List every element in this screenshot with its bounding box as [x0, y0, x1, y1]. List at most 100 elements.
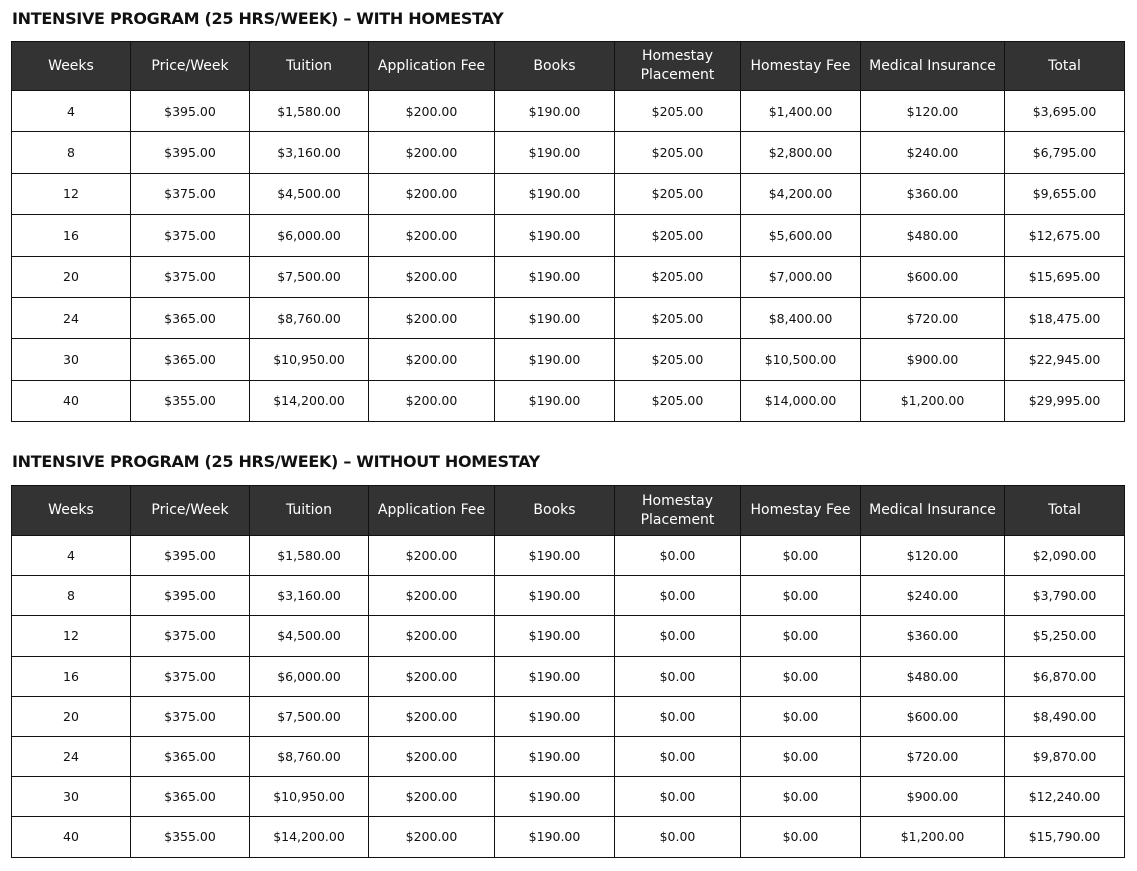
table-cell: $3,160.00	[249, 131, 369, 174]
table-row: 20 $375.00 $7,500.00 $200.00 $190.00 $0.00 $0.…	[11, 695, 1125, 737]
table-cell: $1,200.00	[860, 379, 1005, 423]
column-header: Application Fee	[368, 485, 495, 536]
table-cell: $395.00	[130, 89, 250, 133]
table-cell: 12	[11, 615, 131, 657]
table-row: 8 $395.00 $3,160.00 $200.00 $190.00 $205.00 $2…	[11, 131, 1125, 174]
column-header: Price/Week	[130, 485, 250, 536]
table-cell: $7,000.00	[740, 255, 861, 298]
table-row: 16 $375.00 $6,000.00 $200.00 $190.00 $205.00 $…	[11, 214, 1125, 257]
table-cell: $190.00	[494, 338, 615, 381]
table-cell: $4,500.00	[249, 172, 369, 216]
table-cell: $4,500.00	[249, 615, 369, 657]
table-cell: $200.00	[368, 89, 495, 133]
table-title-without-homestay: INTENSIVE PROGRAM (25 HRS/WEEK) – WITHOU…	[12, 452, 540, 471]
table-cell: $365.00	[130, 776, 250, 818]
header-row: Weeks Price/Week Tuition Application Fee Boo…	[11, 41, 1125, 91]
table-cell: $0.00	[740, 575, 861, 617]
table-cell: $10,500.00	[740, 338, 861, 381]
column-header: Weeks	[11, 41, 131, 91]
column-header: Total	[1004, 485, 1125, 536]
table-cell: $0.00	[740, 776, 861, 818]
table-row: 24 $365.00 $8,760.00 $200.00 $190.00 $205.00 $…	[11, 296, 1125, 340]
table-cell: $120.00	[860, 89, 1005, 133]
table-cell: $10,950.00	[249, 338, 369, 381]
table-cell: $190.00	[494, 296, 615, 340]
table-cell: $365.00	[130, 338, 250, 381]
table-cell: $8,760.00	[249, 735, 369, 778]
table-cell: 20	[11, 695, 131, 737]
column-header: Price/Week	[130, 41, 250, 91]
table-cell: $375.00	[130, 172, 250, 216]
table-cell: $365.00	[130, 296, 250, 340]
table-cell: $15,790.00	[1004, 816, 1125, 858]
table-cell: $190.00	[494, 255, 615, 298]
table-cell: $600.00	[860, 695, 1005, 737]
table-cell: $200.00	[368, 172, 495, 216]
table-row: 20 $375.00 $7,500.00 $200.00 $190.00 $205.00 $…	[11, 255, 1125, 298]
table-cell: $22,945.00	[1004, 338, 1125, 381]
table-cell: $6,000.00	[249, 214, 369, 257]
table-cell: $375.00	[130, 255, 250, 298]
table-cell: $360.00	[860, 615, 1005, 657]
table-cell: $12,240.00	[1004, 776, 1125, 818]
column-header: Medical Insurance	[860, 485, 1005, 536]
table-cell: $900.00	[860, 338, 1005, 381]
table-cell: $205.00	[614, 89, 741, 133]
table-cell: $5,600.00	[740, 214, 861, 257]
pricing-table-without-homestay: Weeks Price/Week Tuition Application Fee Boo…	[11, 485, 1125, 858]
table-cell: $14,200.00	[249, 816, 369, 858]
table-title-with-homestay: INTENSIVE PROGRAM (25 HRS/WEEK) – WITH H…	[12, 9, 504, 28]
table-cell: 24	[11, 296, 131, 340]
table-cell: $8,760.00	[249, 296, 369, 340]
table-cell: $205.00	[614, 379, 741, 423]
table-cell: 12	[11, 172, 131, 216]
table-cell: $190.00	[494, 735, 615, 778]
table-cell: $9,870.00	[1004, 735, 1125, 778]
table-cell: $200.00	[368, 255, 495, 298]
table-cell: $240.00	[860, 131, 1005, 174]
table-cell: 4	[11, 534, 131, 577]
table-cell: $240.00	[860, 575, 1005, 617]
table-cell: $5,250.00	[1004, 615, 1125, 657]
table-cell: $190.00	[494, 89, 615, 133]
table-cell: $18,475.00	[1004, 296, 1125, 340]
table-row: 8 $395.00 $3,160.00 $200.00 $190.00 $0.00 $0.0…	[11, 575, 1125, 617]
table-cell: $0.00	[614, 695, 741, 737]
table-cell: $0.00	[740, 615, 861, 657]
table-cell: $200.00	[368, 534, 495, 577]
table-cell: $7,500.00	[249, 255, 369, 298]
table-row: 12 $375.00 $4,500.00 $200.00 $190.00 $0.00 $0.…	[11, 615, 1125, 657]
table-cell: $720.00	[860, 735, 1005, 778]
table-cell: 4	[11, 89, 131, 133]
table-cell: $900.00	[860, 776, 1005, 818]
table-cell: $190.00	[494, 615, 615, 657]
table-row: 4 $395.00 $1,580.00 $200.00 $190.00 $0.00 $0.0…	[11, 534, 1125, 577]
table-cell: $9,655.00	[1004, 172, 1125, 216]
table-cell: $0.00	[740, 695, 861, 737]
table-cell: $205.00	[614, 131, 741, 174]
column-header: Total	[1004, 41, 1125, 91]
table-cell: $1,200.00	[860, 816, 1005, 858]
header-row: Weeks Price/Week Tuition Application Fee Boo…	[11, 485, 1125, 536]
table-cell: $6,000.00	[249, 655, 369, 697]
table-cell: 40	[11, 379, 131, 423]
table-cell: $190.00	[494, 534, 615, 577]
column-header: Homestay Fee	[740, 485, 861, 536]
table-cell: $200.00	[368, 695, 495, 737]
table-cell: $10,950.00	[249, 776, 369, 818]
table-cell: $205.00	[614, 296, 741, 340]
table-cell: $7,500.00	[249, 695, 369, 737]
table-cell: $480.00	[860, 655, 1005, 697]
table-cell: $375.00	[130, 615, 250, 657]
table-cell: $190.00	[494, 214, 615, 257]
table-cell: $14,200.00	[249, 379, 369, 423]
table-row: 30 $365.00 $10,950.00 $200.00 $190.00 $205.00…	[11, 338, 1125, 381]
table-row: 4 $395.00 $1,580.00 $200.00 $190.00 $205.00 $1…	[11, 89, 1125, 133]
column-header: Homestay Fee	[740, 41, 861, 91]
table-cell: $0.00	[614, 534, 741, 577]
table-cell: $0.00	[614, 655, 741, 697]
table-cell: $205.00	[614, 214, 741, 257]
table-cell: $4,200.00	[740, 172, 861, 216]
table-cell: 16	[11, 655, 131, 697]
column-header: Medical Insurance	[860, 41, 1005, 91]
